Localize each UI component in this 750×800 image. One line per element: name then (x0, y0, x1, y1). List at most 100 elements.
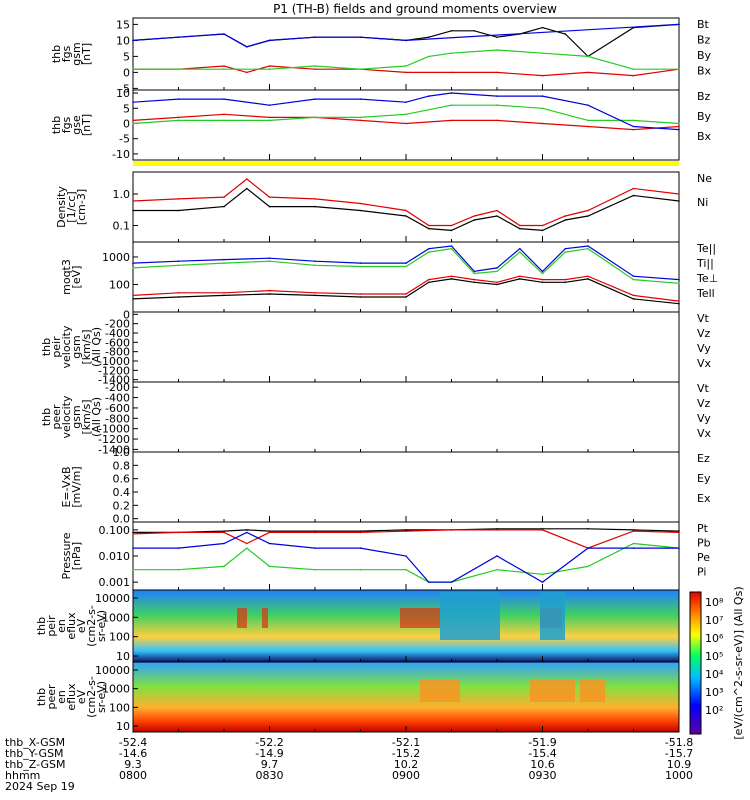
x-row-value: -51.9 (528, 736, 556, 749)
legend-entry: Tell (696, 287, 715, 300)
x-row-value: 9.7 (261, 758, 279, 771)
series-point (246, 531, 248, 534)
x-row-value: 0900 (392, 769, 420, 782)
series-point (450, 275, 453, 278)
series-point (223, 65, 225, 67)
x-row-value: -15.7 (665, 747, 693, 760)
x-row-label: thb_Y-GSM (5, 747, 64, 760)
series-point (314, 36, 316, 38)
y-axis-label-line: [nT] (80, 43, 93, 65)
y-tick-label: 0.4 (113, 486, 131, 499)
x-row-value: -52.1 (392, 736, 420, 749)
series-point (428, 281, 430, 284)
y-axis-label: moqt3[eV] (60, 259, 83, 295)
series-point (519, 275, 521, 278)
y-axis-label-line: (cm2-s- (85, 605, 98, 647)
y-axis-label-line: velocity (60, 325, 73, 368)
y-axis-label: thbpeirenefluxeV(cm2-s-sr-eV) (35, 605, 108, 647)
series-point (496, 568, 498, 571)
series-point (564, 219, 567, 221)
colorbar-label: [eV/(cm^2-s-sr-eV)] (All Qs) (732, 586, 745, 739)
legend-entry: By (697, 49, 712, 62)
y-axis-label-line: gsm (70, 335, 83, 358)
series-point (246, 46, 248, 48)
y-axis-label: thbpeervelocitygsm[km/s](All Qs) (40, 395, 103, 438)
series-point (268, 119, 271, 122)
series-point (223, 262, 225, 264)
series-point (496, 555, 498, 557)
y-tick-label: 0.6 (113, 473, 131, 486)
y-axis-label-line: [mV/m] (70, 466, 83, 507)
series-point (678, 122, 680, 125)
series-point (268, 257, 271, 260)
series-fgs_gse-2 (132, 92, 680, 131)
series-point (177, 264, 180, 267)
series-point (519, 227, 521, 230)
legend-entry: Ex (697, 492, 711, 505)
x-row-label: hhmm (5, 769, 40, 782)
y-axis-label: Pressure[nPa] (60, 532, 83, 579)
y-tick-label: -800 (105, 346, 130, 359)
x-row-value: 10.6 (530, 758, 555, 771)
panel-peer_spectrogram: 10000 1000 100 10 thbpeerenefluxeV(cm2-s-sr-… (35, 661, 680, 733)
series-point (177, 292, 180, 294)
series-point (268, 260, 271, 263)
series-fgs_mag-1 (133, 65, 680, 77)
series-point (587, 275, 589, 278)
heatmap-hot-region-1 (262, 608, 268, 628)
series-point (564, 215, 567, 217)
y-tick-label: -400 (105, 327, 130, 340)
series-point (359, 119, 362, 122)
series-point (632, 529, 635, 531)
series-point (428, 55, 430, 58)
series-point (132, 298, 134, 300)
series-pressure-0 (133, 528, 680, 534)
series-point (405, 71, 407, 74)
y-tick-label: 0.1 (113, 220, 131, 233)
colorbar-tick: 10⁸ (705, 596, 724, 609)
series-point (223, 542, 225, 545)
x-axis-annotations: thb_X-GSM -52.4 -52.2 -52.1 -51.9 -51.8 thb_Y-… (5, 736, 693, 793)
panel-frame (132, 311, 680, 383)
series-point (132, 101, 134, 103)
series-point (587, 528, 589, 530)
series-point (177, 296, 180, 298)
series-point (450, 278, 453, 280)
series-point (177, 98, 180, 100)
series-point (268, 65, 271, 67)
series-point (541, 278, 544, 281)
series-point (587, 125, 589, 128)
panel-peer_velocity: -200-400-600-800-1000-1200-1400 thbpeerve… (40, 381, 712, 456)
series-point (405, 209, 407, 212)
y-tick-label: -600 (105, 402, 130, 415)
y-tick-label: 0.100 (99, 524, 131, 537)
series-point (359, 296, 362, 298)
series-point (405, 262, 407, 264)
series-point (132, 200, 134, 202)
series-point (678, 531, 680, 534)
y-axis-label-line: peer (45, 684, 58, 710)
series-point (132, 568, 134, 571)
series-point (132, 68, 134, 70)
y-tick-label: -200 (105, 381, 130, 394)
y-tick-label: -1400 (98, 443, 130, 456)
series-point (223, 531, 225, 534)
x-row-value: 0800 (119, 769, 147, 782)
series-point (519, 247, 521, 250)
series-point (678, 282, 680, 285)
series-point (405, 530, 407, 532)
series-point (564, 251, 567, 253)
legend-entry: Vy (697, 342, 711, 355)
legend-entry: Bz (697, 90, 711, 103)
heatmap-warm-region-1 (530, 680, 575, 702)
series-point (223, 98, 225, 100)
series-point (177, 68, 180, 70)
series-point (359, 262, 362, 264)
y-tick-label: 1.0 (113, 446, 131, 459)
series-point (450, 52, 453, 54)
series-point (268, 205, 271, 208)
y-tick-label: 10000 (95, 664, 130, 677)
series-point (678, 302, 680, 305)
series-point (678, 193, 680, 195)
series-point (132, 531, 134, 534)
